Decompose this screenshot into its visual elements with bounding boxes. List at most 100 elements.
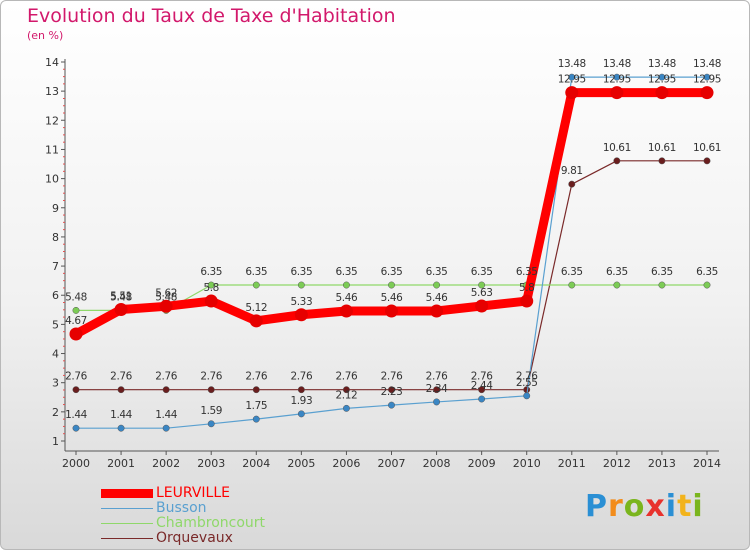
- data-point-busson: [703, 73, 711, 81]
- y-tick-label: 9: [52, 202, 59, 215]
- data-label-chambroncourt: 6.35: [245, 266, 267, 278]
- legend-label-chambroncourt: Chambroncourt: [156, 515, 266, 531]
- legend-swatch-orquevaux: [101, 538, 153, 539]
- x-tick-label: 2005: [287, 457, 315, 470]
- y-tick-label: 2: [52, 406, 59, 419]
- data-point-chambroncourt: [703, 281, 711, 289]
- data-point-chambroncourt: [297, 281, 305, 289]
- y-tick-label: 14: [45, 56, 59, 69]
- data-label-busson: 13.48: [693, 58, 721, 70]
- logo-letter: i: [692, 489, 704, 524]
- data-point-leurville: [339, 304, 353, 318]
- data-point-busson: [613, 73, 621, 81]
- data-point-busson: [72, 424, 80, 432]
- data-label-chambroncourt: 6.35: [200, 266, 222, 278]
- data-label-busson: 13.48: [603, 58, 631, 70]
- y-tick-label: 8: [52, 231, 59, 244]
- data-point-orquevaux: [703, 157, 711, 165]
- data-label-orquevaux: 2.76: [471, 371, 493, 383]
- data-point-chambroncourt: [658, 281, 666, 289]
- data-point-chambroncourt: [478, 281, 486, 289]
- data-point-chambroncourt: [207, 281, 215, 289]
- data-point-leurville: [69, 327, 83, 341]
- data-point-orquevaux: [207, 386, 215, 394]
- data-point-orquevaux: [297, 386, 305, 394]
- x-tick-label: 2003: [197, 457, 225, 470]
- data-point-leurville: [610, 86, 624, 100]
- data-point-orquevaux: [613, 157, 621, 165]
- data-point-orquevaux: [388, 386, 395, 394]
- data-point-orquevaux: [72, 386, 80, 394]
- logo-letter: o: [623, 489, 646, 524]
- data-point-busson: [207, 420, 215, 428]
- data-label-orquevaux: 2.76: [516, 371, 538, 383]
- data-point-leurville: [475, 299, 489, 313]
- data-label-chambroncourt: 6.35: [426, 266, 448, 278]
- data-point-chambroncourt: [388, 281, 395, 289]
- x-tick-label: 2011: [558, 457, 586, 470]
- data-label-leurville: 5.63: [471, 287, 493, 299]
- data-label-leurville: 5.46: [426, 292, 448, 304]
- data-point-busson: [388, 401, 395, 409]
- y-tick-label: 7: [52, 260, 59, 273]
- x-tick-label: 2010: [513, 457, 541, 470]
- data-point-chambroncourt: [568, 281, 576, 289]
- data-point-orquevaux: [162, 386, 170, 394]
- data-label-leurville: 5.62: [155, 287, 177, 299]
- data-point-leurville: [655, 86, 669, 100]
- x-tick-label: 2007: [378, 457, 406, 470]
- data-point-chambroncourt: [342, 281, 350, 289]
- data-label-busson: 1.44: [110, 409, 132, 421]
- x-tick-label: 2002: [152, 457, 180, 470]
- data-label-orquevaux: 2.76: [336, 371, 358, 383]
- x-tick-label: 2012: [603, 457, 631, 470]
- data-label-busson: 13.48: [648, 58, 676, 70]
- proxiti-logo: Proxiti: [585, 489, 704, 524]
- x-tick-label: 2009: [468, 457, 496, 470]
- logo-letter: P: [585, 489, 608, 524]
- y-tick-label: 6: [52, 289, 59, 302]
- data-label-orquevaux: 10.61: [693, 142, 721, 154]
- data-point-chambroncourt: [613, 281, 621, 289]
- data-point-leurville: [520, 294, 534, 308]
- data-point-leurville: [204, 294, 218, 308]
- x-tick-label: 2014: [693, 457, 721, 470]
- data-point-chambroncourt: [252, 281, 260, 289]
- data-point-orquevaux: [433, 386, 441, 394]
- data-label-orquevaux: 2.76: [290, 371, 312, 383]
- data-label-chambroncourt: 6.35: [290, 266, 312, 278]
- data-label-chambroncourt: 6.35: [651, 266, 673, 278]
- y-tick-label: 13: [45, 85, 59, 98]
- data-label-orquevaux: 9.81: [561, 165, 583, 177]
- data-label-busson: 1.93: [290, 395, 312, 407]
- data-label-leurville: 5.46: [381, 292, 403, 304]
- data-label-leurville: 5.12: [245, 302, 267, 314]
- legend-swatch-leurville: [101, 489, 153, 498]
- data-label-busson: 1.44: [155, 409, 177, 421]
- y-tick-label: 12: [45, 114, 59, 127]
- data-point-busson: [252, 415, 260, 423]
- data-label-chambroncourt: 6.35: [606, 266, 628, 278]
- data-point-leurville: [700, 86, 714, 100]
- data-point-leurville: [159, 299, 173, 313]
- legend-label-orquevaux: Orquevaux: [156, 530, 233, 546]
- data-label-leurville: 5.33: [290, 296, 312, 308]
- data-label-leurville: 4.67: [65, 315, 87, 327]
- data-label-leurville: 5.51: [110, 291, 132, 303]
- data-point-orquevaux: [117, 386, 125, 394]
- data-label-chambroncourt: 6.35: [516, 266, 538, 278]
- data-point-leurville: [430, 304, 444, 318]
- data-label-orquevaux: 10.61: [648, 142, 676, 154]
- y-tick-label: 5: [52, 318, 59, 331]
- data-point-busson: [342, 404, 350, 412]
- data-label-chambroncourt: 6.35: [336, 266, 358, 278]
- data-label-orquevaux: 2.76: [155, 371, 177, 383]
- x-tick-label: 2013: [648, 457, 676, 470]
- data-point-orquevaux: [658, 157, 666, 165]
- data-label-leurville: 5.8: [519, 282, 535, 294]
- data-point-busson: [162, 424, 170, 432]
- data-label-busson: 13.48: [558, 58, 586, 70]
- data-point-busson: [568, 73, 576, 81]
